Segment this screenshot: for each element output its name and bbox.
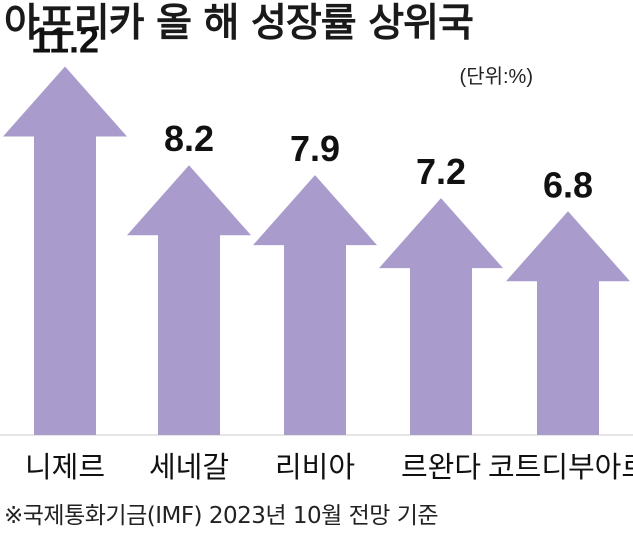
value-label-1: 11.2 (31, 20, 99, 61)
value-label-2: 8.2 (164, 118, 214, 159)
category-label-4: 르완다 (401, 450, 481, 484)
category-label-5: 코트디부아르 (488, 450, 633, 484)
arrow-bar-3 (253, 175, 377, 435)
value-label-4: 7.2 (416, 151, 466, 192)
source-note: ※국제통화기금(IMF) 2023년 10월 전망 기준 (4, 503, 439, 529)
arrow-bar-5 (506, 211, 630, 435)
arrow-bar-1 (3, 66, 127, 436)
unit-label: (단위:%) (459, 66, 533, 88)
chart-title: 아프리카 올 해 성장률 상위국 (4, 1, 474, 46)
value-label-5: 6.8 (543, 164, 593, 205)
category-label-3: 리비아 (275, 450, 355, 484)
arrow-bar-4 (379, 198, 503, 435)
arrow-bar-2 (127, 165, 251, 435)
category-label-1: 니제르 (25, 450, 105, 484)
value-label-3: 7.9 (290, 128, 340, 169)
category-label-2: 세네갈 (149, 450, 229, 484)
